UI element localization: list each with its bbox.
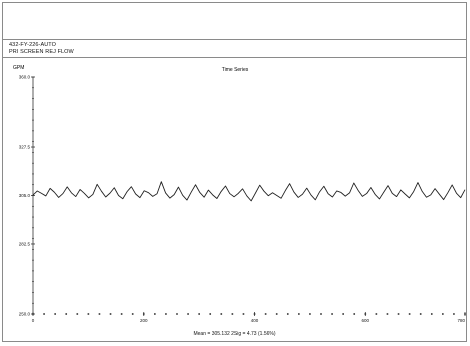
x-minor-tick (320, 313, 322, 315)
time-series-chart: Time Series GPM 250.0 282.5 305.0 327.5 360.… (13, 65, 466, 323)
x-minor-tick (54, 313, 56, 315)
x-minor-tick (154, 313, 156, 315)
x-minor-tick (309, 313, 311, 315)
x-minor-tick (453, 313, 455, 315)
series-layer (32, 181, 466, 202)
x-tick-label: 200 (140, 318, 148, 323)
x-minor-tick (220, 313, 223, 315)
x-minor-tick (275, 313, 278, 315)
x-minor-tick (76, 313, 79, 315)
x-minor-tick (176, 313, 178, 315)
x-minor-tick (408, 313, 411, 315)
x-minor-tick (342, 313, 344, 315)
x-minor-tick (209, 313, 212, 315)
y-tick-label: 282.5 (19, 242, 31, 247)
tag-description: PRI SCREEN REJ FLOW (9, 49, 74, 55)
x-tick-label: 0 (32, 318, 35, 323)
x-tick-label: 780 (457, 318, 465, 323)
statistics-summary: Mean = 305.132 2Sig = 4.73 (1.56%) (193, 331, 276, 337)
x-minor-tick (353, 313, 356, 315)
x-minor-tick (120, 313, 123, 315)
y-axis-label: GPM (13, 65, 24, 71)
x-minor-tick (131, 313, 134, 315)
y-tick-label: 327.5 (19, 145, 31, 150)
series-line-1 (32, 181, 466, 202)
x-minor-tick (331, 313, 333, 315)
chart-title: Time Series (222, 67, 249, 73)
x-minor-tick (98, 313, 101, 315)
chart-window: 432-FY-226-AUTO PRI SCREEN REJ FLOW Time… (2, 2, 467, 342)
x-minor-tick (109, 313, 112, 315)
x-minor-tick (375, 313, 378, 315)
x-minor-tick (65, 313, 68, 315)
x-minor-tick (286, 313, 289, 315)
x-minor-tick (231, 313, 234, 315)
x-minor-tick (264, 313, 267, 315)
x-minor-tick (386, 313, 389, 315)
x-minor-tick (397, 313, 400, 315)
y-tick-label: 250.0 (19, 312, 31, 317)
x-tick-label: 600 (362, 318, 370, 323)
x-minor-tick (419, 313, 422, 315)
x-minor-tick (430, 313, 433, 315)
y-tick-label: 305.0 (19, 193, 31, 198)
x-minor-tick (442, 313, 444, 315)
x-minor-tick (198, 313, 200, 315)
x-minor-tick (87, 313, 90, 315)
x-minor-tick (187, 313, 189, 315)
x-minor-tick (298, 313, 300, 315)
x-tick-label: 400 (251, 318, 259, 323)
separator (3, 57, 466, 58)
x-minor-tick (165, 313, 167, 315)
x-minor-tick (43, 313, 45, 315)
header-band (3, 3, 466, 40)
tag-name: 432-FY-226-AUTO (9, 42, 57, 48)
x-minor-tick (242, 313, 245, 315)
ticks: 250.0 282.5 305.0 327.5 360.0 0 200 400 600 780 (19, 75, 466, 323)
y-tick-label: 360.0 (19, 75, 31, 80)
